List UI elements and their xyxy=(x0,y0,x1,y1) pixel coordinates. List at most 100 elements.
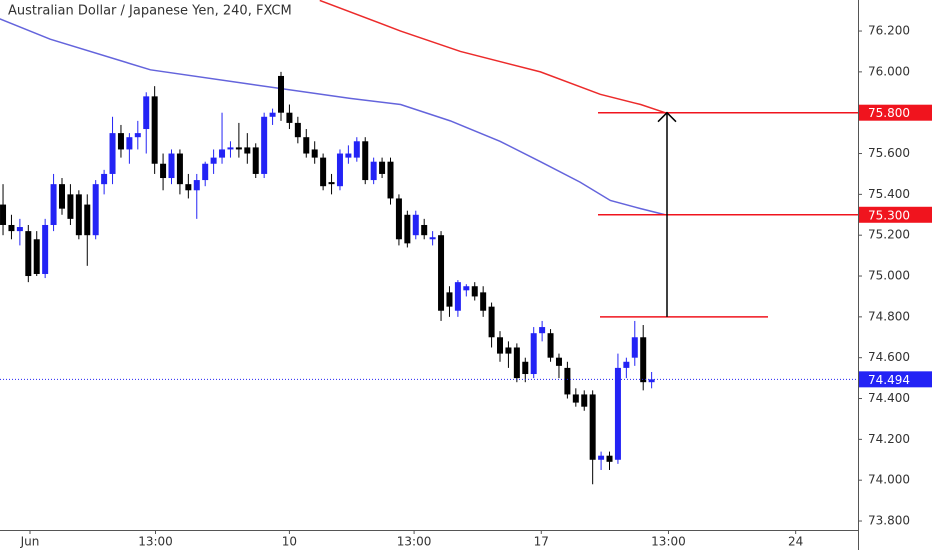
moving-average xyxy=(0,18,666,216)
candle-body xyxy=(614,367,621,460)
x-tick-label: 10 xyxy=(282,535,297,549)
x-tick-label: Jun xyxy=(20,535,40,549)
candle-body xyxy=(151,96,158,164)
candle-body xyxy=(126,137,133,150)
y-tick-label: 73.800 xyxy=(868,514,910,528)
candle-body xyxy=(648,379,655,383)
x-tick-label: 13:00 xyxy=(651,535,686,549)
moving-average xyxy=(319,0,666,114)
candle-body xyxy=(202,163,209,181)
candle-body xyxy=(143,96,150,130)
candle-body xyxy=(353,141,360,158)
candle-body xyxy=(589,394,596,460)
candle-body xyxy=(320,157,327,187)
candle-body xyxy=(480,292,487,311)
candle-body xyxy=(513,347,520,379)
candle-body xyxy=(539,327,546,334)
y-tick-label: 74.800 xyxy=(868,309,910,323)
y-tick-label: 74.200 xyxy=(868,432,910,446)
candle-body xyxy=(109,133,116,174)
candle-body xyxy=(193,180,200,191)
candle-body xyxy=(117,133,124,150)
candle-body xyxy=(606,455,613,462)
y-tick-label: 75.200 xyxy=(868,228,910,242)
candle-body xyxy=(471,286,478,297)
candle-body xyxy=(58,184,65,209)
y-tick-label: 74.600 xyxy=(868,350,910,364)
price-tag xyxy=(859,104,932,121)
candle-body xyxy=(84,204,91,236)
last-price-label: 74.494 xyxy=(868,373,910,387)
candle-body xyxy=(168,153,175,179)
candle-body xyxy=(244,147,251,154)
y-tick-label: 75.600 xyxy=(868,146,910,160)
price-tag xyxy=(859,206,932,223)
candle-body xyxy=(42,224,49,274)
candle-body xyxy=(370,161,377,181)
candle-body xyxy=(522,361,529,375)
candle-body xyxy=(219,149,226,158)
candle-body xyxy=(286,112,293,123)
candle-body xyxy=(25,231,32,277)
candle-body xyxy=(328,182,335,185)
x-tick-label: 13:00 xyxy=(138,535,173,549)
y-tick-label: 74.400 xyxy=(868,391,910,405)
candle-body xyxy=(176,153,183,185)
candle-body xyxy=(412,214,419,236)
candle-body xyxy=(336,153,343,187)
candle-body xyxy=(294,122,301,138)
chart-title: Australian Dollar / Japanese Yen, 240, F… xyxy=(8,4,292,19)
candle-body xyxy=(101,173,108,185)
candle-body xyxy=(555,357,562,366)
candle-body xyxy=(8,224,15,232)
last-price-tag xyxy=(859,371,932,388)
y-tick-label: 76.200 xyxy=(868,24,910,38)
candle-body xyxy=(379,161,386,174)
y-tick-label: 75.400 xyxy=(868,187,910,201)
candle-body xyxy=(67,194,74,219)
candle-body xyxy=(572,394,579,403)
arrow-head xyxy=(657,111,677,123)
candle-body xyxy=(446,292,453,307)
candle-body xyxy=(311,149,318,158)
candle-body xyxy=(395,198,402,240)
candle-body xyxy=(581,394,588,407)
candle-body xyxy=(488,306,495,338)
candle-body xyxy=(210,157,217,164)
candle-body xyxy=(160,163,167,179)
candle-body xyxy=(252,147,259,174)
candle-body xyxy=(134,133,141,138)
candle-body xyxy=(564,367,571,395)
candle-body xyxy=(497,337,504,354)
candle-body xyxy=(50,184,57,225)
y-tick-label: 75.000 xyxy=(868,269,910,283)
candle-body xyxy=(75,194,82,236)
candle-body xyxy=(227,147,234,150)
candle-body xyxy=(547,333,554,358)
candle-body xyxy=(387,161,394,199)
candle-body xyxy=(303,137,310,154)
candle-body xyxy=(631,337,638,358)
candle-body xyxy=(404,214,411,244)
candle-body xyxy=(345,153,352,158)
candle-body xyxy=(454,282,461,311)
candle-body xyxy=(530,333,537,375)
candle-body xyxy=(463,286,470,291)
candle-body xyxy=(640,337,647,383)
candle-body xyxy=(185,184,192,191)
candle-body xyxy=(598,455,605,460)
y-tick-label: 76.000 xyxy=(868,64,910,78)
candle-body xyxy=(278,75,285,113)
candle-body xyxy=(421,224,428,236)
candle-body xyxy=(235,147,242,150)
price-tag-label: 75.800 xyxy=(868,106,910,120)
y-tick-label: 74.000 xyxy=(868,473,910,487)
x-tick-label: 24 xyxy=(788,535,803,549)
candle-body xyxy=(33,239,40,274)
price-tag-label: 75.300 xyxy=(868,208,910,222)
candle-body xyxy=(0,204,7,225)
x-tick-label: 17 xyxy=(534,535,549,549)
candle-body xyxy=(16,227,23,232)
